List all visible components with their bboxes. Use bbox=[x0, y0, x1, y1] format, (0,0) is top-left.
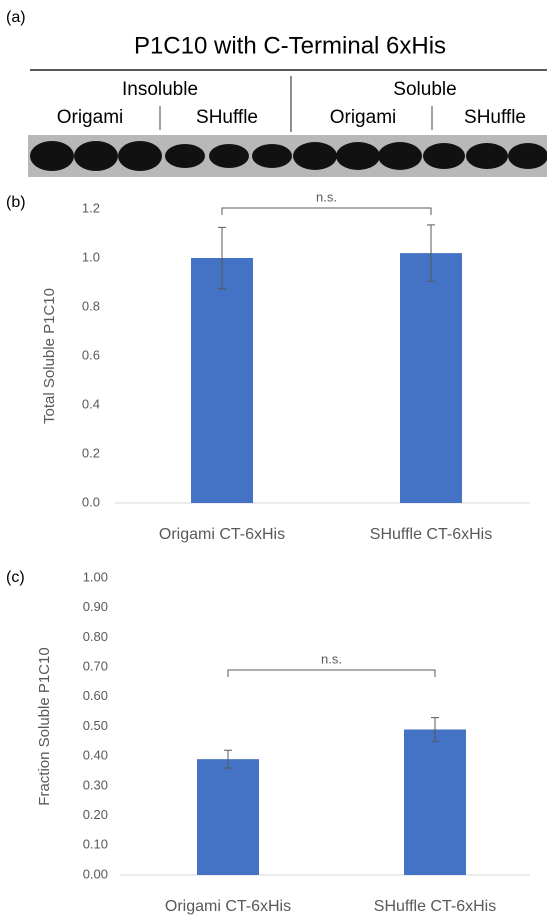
y-tick-label: 0.00 bbox=[83, 866, 108, 881]
y-tick-label: 0.4 bbox=[82, 396, 100, 411]
y-tick-label: 0.6 bbox=[82, 347, 100, 362]
y-tick-label: 0.8 bbox=[82, 298, 100, 313]
y-tick-label: 0.0 bbox=[82, 494, 100, 509]
panel-label: (b) bbox=[6, 194, 26, 211]
lane-label: SHuffle bbox=[464, 107, 526, 128]
group-label: Soluble bbox=[393, 79, 456, 100]
figure: (a) P1C10 with C-Terminal 6xHis Insolubl… bbox=[0, 0, 547, 915]
y-tick-label: 0.10 bbox=[83, 837, 108, 852]
annotation: n.s. bbox=[316, 189, 337, 204]
panel-label: (c) bbox=[6, 569, 25, 586]
y-axis-label: Fraction Soluble P1C10 bbox=[36, 647, 53, 805]
y-tick-label: 1.2 bbox=[82, 200, 100, 215]
y-tick-label: 0.60 bbox=[83, 688, 108, 703]
lane-label: Origami bbox=[57, 107, 124, 128]
y-tick-label: 1.00 bbox=[83, 569, 108, 584]
panel-label: (a) bbox=[6, 9, 26, 26]
x-tick-label: SHuffle CT-6xHis bbox=[374, 898, 496, 915]
bar bbox=[400, 253, 462, 503]
blot-title: P1C10 with C-Terminal 6xHis bbox=[134, 32, 446, 59]
y-tick-label: 0.2 bbox=[82, 445, 100, 460]
bar bbox=[404, 729, 466, 875]
group-label: Insoluble bbox=[122, 79, 198, 100]
y-tick-label: 0.20 bbox=[83, 807, 108, 822]
y-tick-label: 0.40 bbox=[83, 748, 108, 763]
y-tick-label: 0.50 bbox=[83, 718, 108, 733]
significance-bracket bbox=[222, 208, 431, 215]
y-tick-label: 0.80 bbox=[83, 629, 108, 644]
blot-image bbox=[28, 135, 547, 177]
y-axis-label: Total Soluble P1C10 bbox=[41, 288, 58, 424]
x-tick-label: SHuffle CT-6xHis bbox=[370, 526, 492, 543]
bar bbox=[191, 258, 253, 503]
bar bbox=[197, 759, 259, 875]
x-tick-label: Origami CT-6xHis bbox=[165, 898, 291, 915]
lane-label: Origami bbox=[330, 107, 397, 128]
x-tick-label: Origami CT-6xHis bbox=[159, 526, 285, 543]
y-tick-label: 0.90 bbox=[83, 599, 108, 614]
y-tick-label: 0.30 bbox=[83, 777, 108, 792]
y-tick-label: 0.70 bbox=[83, 659, 108, 674]
y-tick-label: 1.0 bbox=[82, 249, 100, 264]
significance-bracket bbox=[228, 670, 435, 677]
lane-label: SHuffle bbox=[196, 107, 258, 128]
annotation: n.s. bbox=[321, 651, 342, 666]
